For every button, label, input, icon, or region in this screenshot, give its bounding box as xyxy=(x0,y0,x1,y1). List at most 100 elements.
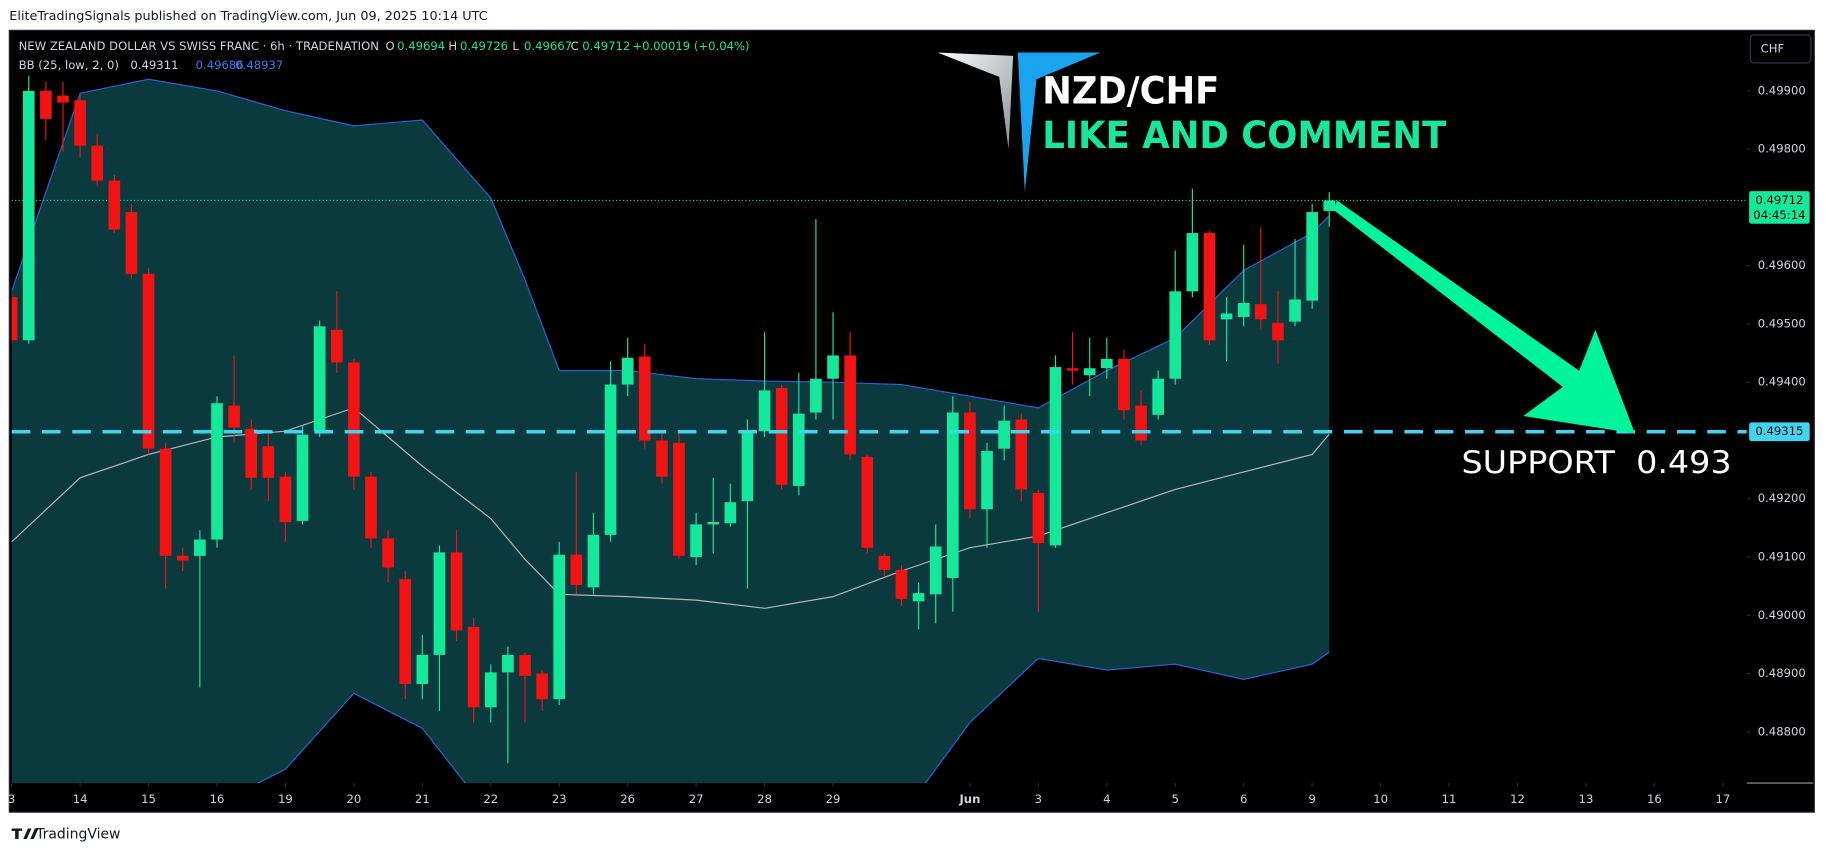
candle-body xyxy=(1032,492,1045,544)
candle-body xyxy=(1272,322,1284,341)
candle-body xyxy=(467,626,480,708)
legend-value: 0.49726 xyxy=(460,39,508,53)
x-tick-label: 11 xyxy=(1442,792,1457,806)
candle-body xyxy=(365,476,377,539)
candle-body xyxy=(194,539,206,556)
candle-body xyxy=(211,403,223,540)
band-upper xyxy=(11,78,1330,409)
legend-key: H xyxy=(448,39,457,53)
candle-body xyxy=(724,502,737,524)
candle-body xyxy=(484,672,497,708)
candle-body xyxy=(1186,233,1199,292)
candle-body xyxy=(536,673,548,700)
x-tick-label: 29 xyxy=(826,792,841,806)
candle-body xyxy=(741,431,754,502)
x-tick-label: 5 xyxy=(1172,792,1179,806)
y-tick-label: 0.49400 xyxy=(1758,375,1806,389)
candle-body xyxy=(1323,200,1336,211)
x-tick-label: 9 xyxy=(1308,792,1315,806)
candle-body xyxy=(1220,313,1233,320)
candle-body xyxy=(416,654,429,685)
brand-name: TradingView xyxy=(35,826,120,842)
candle-body xyxy=(895,569,908,599)
candle-body xyxy=(946,412,959,578)
candle-body xyxy=(399,579,412,685)
y-tick-label: 0.48800 xyxy=(1758,724,1806,738)
candle-body xyxy=(91,145,104,181)
legend-value: 0.49667 xyxy=(524,39,572,53)
candle-body xyxy=(108,180,121,230)
candle-body xyxy=(981,450,993,510)
band-fill xyxy=(11,79,1330,784)
candle-body xyxy=(758,390,771,432)
currency-button[interactable] xyxy=(1749,34,1812,64)
logo-blue xyxy=(1017,52,1101,193)
y-tick-label: 0.49000 xyxy=(1758,608,1806,622)
candle-body xyxy=(1289,299,1301,322)
candle-body xyxy=(57,95,69,103)
currency-label[interactable]: CHF xyxy=(1761,41,1785,55)
candle-body xyxy=(382,538,394,568)
candle-body xyxy=(1015,419,1028,490)
candle-body xyxy=(638,356,651,441)
x-tick-label: Jun xyxy=(958,792,980,806)
x-tick-label: 10 xyxy=(1373,792,1388,806)
candle-body xyxy=(1100,358,1113,369)
candle-body xyxy=(245,428,258,478)
x-tick-label: 14 xyxy=(73,792,88,806)
candle-body xyxy=(964,412,976,510)
x-tick-label: 6 xyxy=(1240,792,1247,806)
x-tick-label: 3 xyxy=(1035,792,1042,806)
candle-body xyxy=(1083,368,1096,376)
indicator-value: 0.48937 xyxy=(235,58,283,72)
support-tag xyxy=(1749,422,1810,442)
publish-note: EliteTradingSignals published on Trading… xyxy=(9,9,487,24)
pair-label: NZD/CHF xyxy=(1042,69,1219,113)
candle-body xyxy=(1306,212,1318,301)
indicator-value: 0.49686 xyxy=(196,58,244,72)
candle-body xyxy=(142,273,155,449)
candle-body xyxy=(621,357,634,385)
candle-body xyxy=(792,413,805,486)
cta-label: LIKE AND COMMENT xyxy=(1042,113,1447,157)
candle-body xyxy=(912,593,925,602)
candle-body xyxy=(330,329,343,363)
y-tick-label: 0.49800 xyxy=(1758,142,1806,156)
candle-body xyxy=(1066,368,1079,371)
x-tick-label: 16 xyxy=(1647,792,1662,806)
support-text: SUPPORT 0.493 xyxy=(1461,445,1731,481)
candle-body xyxy=(348,362,360,477)
candle-body xyxy=(433,552,446,655)
x-tick-label: 13 xyxy=(1579,792,1594,806)
x-tick-label: 27 xyxy=(689,792,704,806)
last-price-tag xyxy=(1749,191,1810,224)
candle-body xyxy=(1203,233,1216,341)
indicator-name: BB (25, low, 2, 0) xyxy=(19,58,119,72)
legend-key: O xyxy=(385,39,394,53)
candle-body xyxy=(125,212,138,274)
plot-area xyxy=(11,75,1747,784)
candle-body xyxy=(22,90,35,341)
candle-body xyxy=(519,654,531,676)
y-tick-label: 0.49100 xyxy=(1758,550,1806,564)
y-tick-label: 0.49500 xyxy=(1758,316,1806,330)
x-tick-label: 19 xyxy=(278,792,293,806)
candle-body xyxy=(673,442,685,556)
band-lower xyxy=(256,651,1330,784)
candle-body xyxy=(279,476,292,523)
x-tick-label: 17 xyxy=(1715,792,1730,806)
x-tick-label: 21 xyxy=(415,792,430,806)
candle-body xyxy=(176,555,189,561)
candle-body xyxy=(929,546,942,595)
candle-body xyxy=(1049,367,1062,546)
y-tick-label: 0.49200 xyxy=(1758,491,1806,505)
down-arrow xyxy=(1333,200,1636,434)
candle-body xyxy=(262,446,275,478)
legend-value: 0.49694 xyxy=(397,39,445,53)
candle-body xyxy=(604,384,617,535)
candle-body xyxy=(775,388,788,485)
candle-body xyxy=(570,554,583,585)
candle-body xyxy=(587,534,600,588)
candle-body xyxy=(450,552,463,631)
last-price-label: 0.49712 xyxy=(1755,193,1803,207)
